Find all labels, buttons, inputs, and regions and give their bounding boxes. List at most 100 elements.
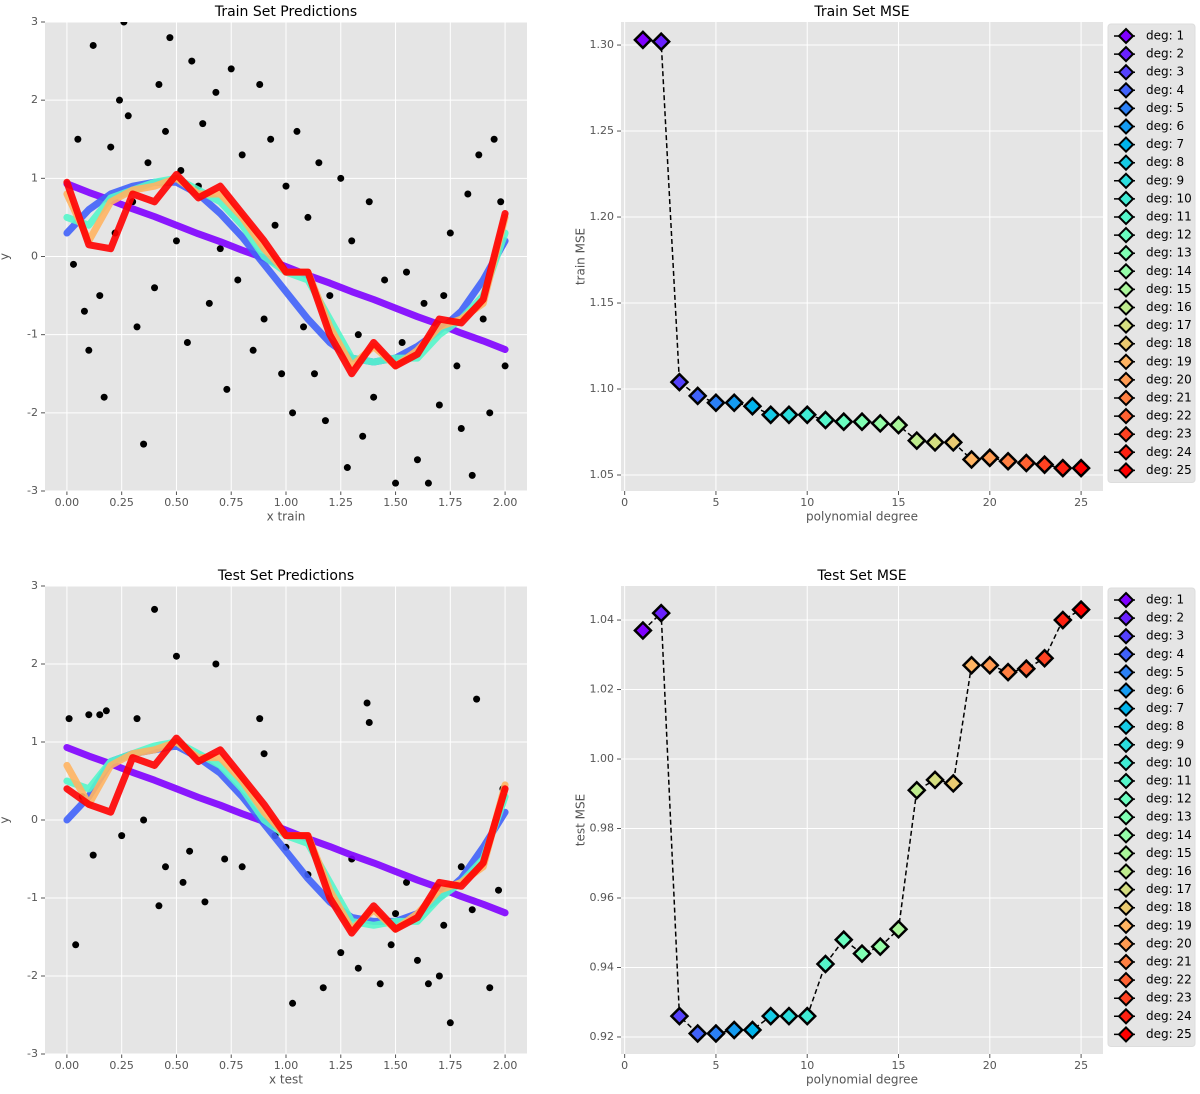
- data-point: [80, 307, 88, 315]
- mse-marker: [633, 620, 653, 641]
- data-point: [166, 34, 174, 42]
- legend-label: deg: 23: [1146, 991, 1192, 1005]
- y-tick-label: 0.92: [590, 1030, 615, 1043]
- prediction-curve: [63, 170, 509, 378]
- x-tick-label: 25: [1074, 496, 1088, 509]
- legend-marker: [1117, 389, 1135, 407]
- mse-marker: [980, 448, 1000, 468]
- legend-marker: [1117, 118, 1135, 135]
- x-tick-label: 15: [892, 1059, 906, 1072]
- data-point: [319, 984, 327, 992]
- data-point: [315, 159, 323, 167]
- y-tick-label: 1.02: [590, 683, 615, 696]
- data-point: [267, 135, 275, 143]
- data-point: [337, 174, 345, 182]
- data-point: [271, 221, 279, 229]
- x-tick-label: 1.50: [383, 496, 408, 509]
- y-tick-label: 3: [31, 579, 38, 592]
- data-point: [413, 456, 421, 464]
- legend-marker: [1117, 226, 1135, 244]
- data-point: [260, 750, 268, 758]
- mse-marker: [907, 780, 927, 801]
- legend-label: deg: 5: [1146, 665, 1184, 679]
- legend-label: deg: 21: [1146, 955, 1192, 969]
- legend-marker: [1117, 335, 1135, 353]
- x-tick-label: 20: [983, 1059, 997, 1072]
- data-point: [205, 299, 213, 307]
- legend-marker: [1117, 989, 1135, 1007]
- legend-label: deg: 24: [1146, 445, 1192, 459]
- mse-marker: [1071, 458, 1091, 478]
- data-point: [392, 479, 400, 487]
- y-tick-label: 0: [31, 250, 38, 263]
- x-tick-label: 25: [1074, 1059, 1088, 1072]
- legend-marker: [1117, 353, 1135, 371]
- legend-label: deg: 7: [1146, 701, 1184, 715]
- data-point: [381, 276, 389, 284]
- legend-marker: [1117, 154, 1135, 172]
- legend-marker: [1117, 81, 1135, 99]
- data-point: [140, 816, 148, 824]
- y-tick-label: 0.98: [590, 822, 615, 835]
- legend-marker: [1117, 790, 1135, 808]
- legend-label: deg: 11: [1146, 774, 1192, 788]
- mse-marker: [925, 770, 945, 790]
- legend-marker: [1117, 808, 1135, 826]
- y-axis-label: train MSE: [574, 228, 588, 285]
- data-point: [495, 886, 503, 894]
- legend-marker: [1117, 262, 1135, 280]
- data-point: [365, 719, 373, 726]
- legend-label: deg: 9: [1146, 173, 1184, 187]
- mse-marker: [852, 943, 872, 964]
- legend-label: deg: 4: [1146, 83, 1184, 97]
- data-point: [300, 323, 308, 331]
- legend-marker: [1117, 899, 1135, 917]
- legend-marker: [1117, 280, 1135, 298]
- y-tick-label: 0: [31, 813, 38, 826]
- data-point: [115, 96, 123, 104]
- data-point: [144, 159, 152, 167]
- mse-marker: [888, 919, 909, 940]
- x-tick-label: 1.00: [274, 1059, 299, 1072]
- legend-marker: [1117, 443, 1135, 461]
- mse-marker: [742, 396, 763, 416]
- data-point: [446, 229, 454, 237]
- data-point: [238, 863, 246, 871]
- x-tick-label: 0.25: [109, 1059, 134, 1072]
- x-tick-label: 10: [800, 1059, 814, 1072]
- data-point: [326, 292, 334, 300]
- mse-marker: [1071, 599, 1091, 620]
- data-point: [256, 715, 264, 723]
- legend-marker: [1117, 844, 1135, 862]
- y-tick-label: 1.05: [590, 468, 615, 481]
- mse-marker: [779, 405, 799, 425]
- legend-label: deg: 12: [1146, 792, 1192, 806]
- data-point: [120, 22, 128, 26]
- x-axis-label: x train: [267, 510, 306, 524]
- y-tick-label: -3: [27, 1047, 38, 1060]
- mse-marker: [1053, 458, 1073, 478]
- mse-marker: [870, 413, 891, 434]
- x-tick-label: 0.00: [55, 1059, 80, 1072]
- mse-marker: [870, 936, 891, 957]
- legend-marker: [1117, 718, 1135, 736]
- legend-marker: [1117, 682, 1135, 699]
- data-point: [124, 112, 132, 120]
- data-point: [468, 906, 476, 914]
- data-point: [69, 260, 77, 268]
- data-point: [201, 898, 209, 906]
- legend-box: [1107, 23, 1196, 483]
- legend-label: deg: 24: [1146, 1009, 1192, 1023]
- data-point: [440, 921, 448, 929]
- legend-label: deg: 21: [1146, 391, 1192, 405]
- legend-marker: [1117, 371, 1135, 389]
- data-point: [89, 851, 97, 859]
- y-tick-label: 1: [31, 171, 38, 184]
- legend-label: deg: 2: [1146, 47, 1184, 61]
- mse-marker: [815, 954, 836, 974]
- legend-marker: [1117, 736, 1135, 754]
- mse-marker: [833, 411, 854, 432]
- data-point: [473, 695, 481, 703]
- data-point: [453, 362, 461, 370]
- y-tick-label: 0.96: [590, 891, 615, 904]
